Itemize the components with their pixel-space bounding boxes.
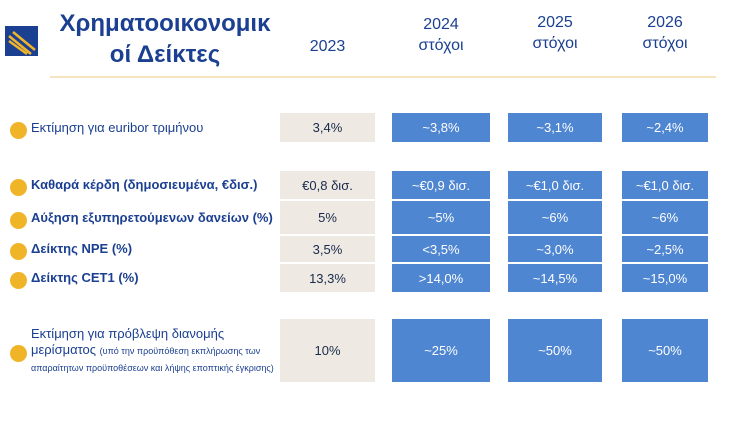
table-cell: >14,0%	[392, 264, 490, 292]
table-cell: ~2,4%	[622, 113, 708, 142]
table-cell: 13,3%	[280, 264, 375, 292]
title: Χρηματοοικονομικ οί Δείκτες	[40, 8, 290, 70]
row-label-text: Εκτίμηση για euribor τριμήνου	[31, 120, 203, 136]
row-label-text: Δείκτης CET1 (%)	[31, 270, 139, 286]
row-label: Καθαρά κέρδη (δημοσιευμένα, €δισ.)	[31, 171, 276, 199]
header-rule	[50, 76, 716, 78]
row-label: Εκτίμηση για πρόβλεψη διανομής μερίσματο…	[31, 319, 276, 382]
table-cell: ~€1,0 δισ.	[508, 171, 602, 199]
table-cell: ~50%	[622, 319, 708, 382]
label-text: Εκτίμηση για πρόβλεψη διανομής μερίσματο…	[31, 325, 225, 357]
row-label: Δείκτης CET1 (%)	[31, 264, 276, 292]
row-label-text: Εκτίμηση για πρόβλεψη διανομής μερίσματο…	[31, 326, 276, 376]
table-cell: ~3,8%	[392, 113, 490, 142]
label-text: Δείκτης CET1 (%)	[31, 270, 139, 285]
check-icon	[10, 121, 27, 139]
table-cell: ~5%	[392, 201, 490, 234]
column-header: 2024 στόχοι	[392, 14, 490, 56]
column-header-line: 2023	[309, 38, 346, 55]
label-note: (υπό την προϋπόθεση εκπλήρωσης των απαρα…	[31, 345, 274, 373]
logo	[5, 26, 38, 56]
column-header-line: στόχοι	[418, 37, 464, 54]
table-cell: 3,5%	[280, 236, 375, 262]
check-icon	[10, 179, 27, 196]
row-label: Αύξηση εξυπηρετούμενων δανείων (%)	[31, 201, 276, 234]
table-cell: ~3,0%	[508, 236, 602, 262]
table-cell: <3,5%	[392, 236, 490, 262]
row-label-text: Καθαρά κέρδη (δημοσιευμένα, €δισ.)	[31, 177, 257, 193]
label-text: Καθαρά κέρδη (δημοσιευμένα, €δισ.)	[31, 177, 258, 192]
column-header-line: 2025	[537, 14, 573, 31]
column-header-line: στόχοι	[642, 35, 688, 52]
column-header: 2023	[280, 36, 375, 57]
table-cell: ~€1,0 δισ.	[622, 171, 708, 199]
table-cell: ~3,1%	[508, 113, 602, 142]
table-cell: €0,8 δισ.	[280, 171, 375, 199]
row-label: Δείκτης NPE (%)	[31, 236, 276, 262]
table-cell: ~15,0%	[622, 264, 708, 292]
check-icon	[10, 211, 27, 229]
column-header: 2025 στόχοι	[508, 12, 602, 54]
table-cell: 10%	[280, 319, 375, 382]
title-line: οί Δείκτες	[109, 41, 221, 68]
column-header-line: στόχοι	[532, 35, 578, 52]
check-icon	[10, 272, 27, 289]
row-label-text: Αύξηση εξυπηρετούμενων δανείων (%)	[31, 210, 273, 226]
column-header-line: 2026	[647, 14, 683, 31]
check-icon	[10, 344, 27, 362]
table-cell: ~6%	[622, 201, 708, 234]
table-cell: ~2,5%	[622, 236, 708, 262]
row-label-text: Δείκτης NPE (%)	[31, 241, 132, 257]
label-text: Εκτίμηση για euribor τριμήνου	[31, 119, 204, 135]
column-header-line: 2024	[423, 16, 459, 33]
table-cell: 3,4%	[280, 113, 375, 142]
column-header: 2026 στόχοι	[622, 12, 708, 54]
title-line: Χρηματοοικονομικ	[59, 10, 271, 37]
row-label: Εκτίμηση για euribor τριμήνου	[31, 113, 276, 142]
check-icon	[10, 243, 27, 260]
label-text: Αύξηση εξυπηρετούμενων δανείων (%)	[31, 209, 273, 225]
table-cell: ~6%	[508, 201, 602, 234]
table-cell: 5%	[280, 201, 375, 234]
table-cell: ~€0,9 δισ.	[392, 171, 490, 199]
table-cell: ~50%	[508, 319, 602, 382]
table-cell: ~14,5%	[508, 264, 602, 292]
table-cell: ~25%	[392, 319, 490, 382]
label-text: Δείκτης NPE (%)	[31, 241, 133, 256]
